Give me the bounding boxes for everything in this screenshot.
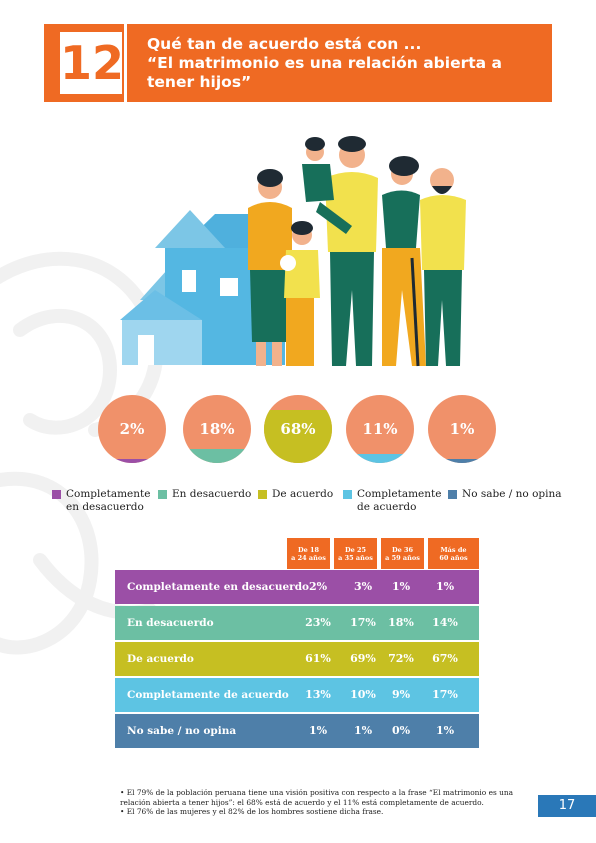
overall-circle-en-desacuerdo: 18% [183,395,251,463]
table-cell: 0% [391,724,411,737]
table-cell: 72% [388,652,414,665]
title-line-2: “El matrimonio es una relación abierta a [147,54,502,72]
title-bar [127,24,552,102]
table-cell: 61% [305,652,331,665]
row-label: Completamente en desacuerdo [127,581,310,593]
legend-swatch-steel [448,490,457,499]
table-cell: 9% [391,688,411,701]
row-label: No sabe / no opina [127,725,237,737]
table-cell: 3% [353,580,373,593]
legend-no-sabe: No sabe / no opina [462,488,562,500]
table-row: Completamente de acuerdo 13% 10% 9% 17% [115,678,479,712]
circle-fill [428,459,496,463]
table-cell: 1% [435,580,455,593]
circle-value: 18% [199,420,235,438]
table-cell: 1% [353,724,373,737]
table-cell: 1% [308,724,328,737]
column-header: De 36 a 59 años [381,538,424,569]
overall-circle-de-acuerdo: 68% [264,395,332,463]
legend-completamente-en-desacuerdo: Completamente en desacuerdo [66,488,151,513]
family-illustration [120,136,466,367]
table-cell: 1% [435,724,455,737]
legend-de-acuerdo: De acuerdo [272,488,334,500]
table-cell: 18% [388,616,414,629]
table-row: En desacuerdo 23% 17% 18% 14% [115,606,479,640]
overall-circle-completamente-en-desacuerdo: 2% [98,395,166,463]
row-label: Completamente de acuerdo [127,689,289,701]
table-row: De acuerdo 61% 69% 72% 67% [115,642,479,676]
column-header: De 25 a 35 años [334,538,377,569]
table-row: Completamente en desacuerdo 2% 3% 1% 1% [115,570,479,604]
table-cell: 69% [350,652,376,665]
circle-fill [346,454,414,463]
title-line-1: Qué tan de acuerdo está con ... [147,35,422,53]
legend-swatch-sky [343,490,352,499]
circle-value: 2% [119,420,145,438]
circle-fill [264,410,332,463]
overall-circle-completamente-de-acuerdo: 11% [346,395,414,463]
footnote: • El 76% de las mujeres y el 82% de los … [120,807,384,816]
footnote: • El 79% de la población peruana tiene u… [120,788,514,807]
table-cell: 2% [308,580,328,593]
table-cell: 1% [391,580,411,593]
table-row: No sabe / no opina 1% 1% 0% 1% [115,714,479,748]
table-cell: 13% [305,688,331,701]
legend-swatch-purple [52,490,61,499]
row-label: En desacuerdo [127,617,214,629]
circle-fill [183,449,251,463]
overall-circle-no-sabe: 1% [428,395,496,463]
table-cell: 67% [432,652,458,665]
legend-completamente-de-acuerdo: Completamente de acuerdo [357,488,442,513]
column-header: Más de 60 años [428,538,479,569]
page-number: 17 [538,795,596,817]
circle-value: 11% [362,420,398,438]
section-number: 12 [60,32,124,94]
house-icon [120,210,285,365]
table-cell: 23% [305,616,331,629]
circle-fill [98,459,166,463]
table-cell: 10% [350,688,376,701]
row-label: De acuerdo [127,653,194,665]
column-header: De 18 a 24 años [287,538,330,569]
footnotes: • El 79% de la población peruana tiene u… [120,788,528,817]
legend-swatch-olive [258,490,267,499]
table-cell: 17% [432,688,458,701]
title-line-3: tener hijos” [147,73,252,91]
table-cell: 14% [432,616,458,629]
circle-value: 68% [280,420,316,438]
legend-swatch-teal [158,490,167,499]
legend-en-desacuerdo: En desacuerdo [172,488,252,500]
circle-value: 1% [449,420,475,438]
table-cell: 17% [350,616,376,629]
